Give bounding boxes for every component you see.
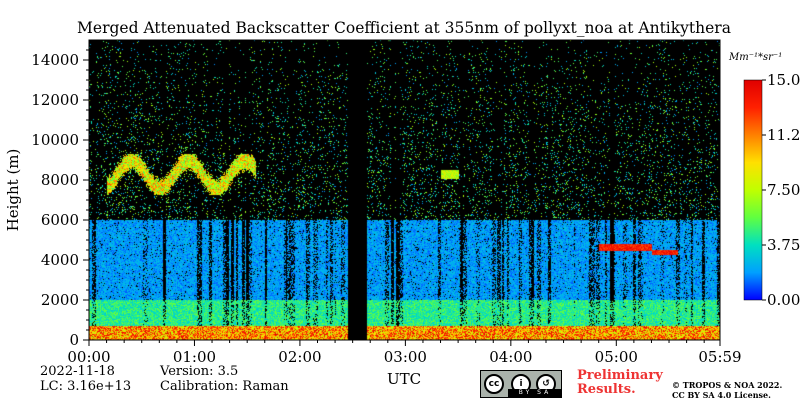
- x-tick-label: 03:00: [384, 348, 427, 366]
- y-axis-label: Height (m): [4, 149, 22, 232]
- colorbar-tick-label: 11.25: [767, 126, 800, 144]
- footer-date: 2022-11-18: [40, 364, 115, 379]
- y-tick-label: 4000: [41, 251, 79, 269]
- chart-title: Merged Attenuated Backscatter Coefficien…: [77, 19, 731, 37]
- colorbar-tick-label: 7.50: [767, 181, 800, 199]
- preliminary-line-1: Preliminary: [577, 368, 663, 383]
- x-tick-label: 00:00: [67, 348, 110, 366]
- x-axis-label: UTC: [387, 370, 421, 388]
- footer-version: Version: 3.5: [160, 364, 239, 379]
- y-tick-label: 6000: [41, 211, 79, 229]
- x-tick-label: 02:00: [278, 348, 321, 366]
- x-axis: 00:00 01:00 02:00 03:00 04:00 05:00 05:59: [67, 340, 742, 366]
- copyright-line-2: CC BY SA 4.0 License.: [672, 390, 771, 400]
- x-tick-label: 05:00: [595, 348, 638, 366]
- cc-strip-label: BY SA: [508, 389, 562, 397]
- copyright-note: © TROPOS & NOA 2022. CC BY SA 4.0 Licens…: [672, 380, 782, 400]
- y-tick-label: 8000: [41, 171, 79, 189]
- preliminary-line-2: Results.: [577, 382, 636, 397]
- colorbar-ticks: 0.00 3.75 7.50 11.25 15.00: [762, 71, 800, 309]
- cc-icon: cc: [484, 374, 504, 394]
- colorbar: [743, 79, 763, 301]
- footer-lc: LC: 3.16e+13: [40, 379, 132, 394]
- copyright-line-1: © TROPOS & NOA 2022.: [672, 380, 783, 390]
- y-axis: 0 2000 4000 6000 8000 10000 12000 14000: [31, 49, 89, 349]
- colorbar-unit-label: Mm⁻¹*sr⁻¹: [728, 52, 782, 63]
- x-tick-label: 05:59: [698, 348, 741, 366]
- y-tick-label: 14000: [31, 51, 79, 69]
- y-tick-label: 10000: [31, 131, 79, 149]
- colorbar-tick-label: 15.00: [767, 71, 800, 89]
- y-tick-label: 12000: [31, 91, 79, 109]
- colorbar-tick-label: 3.75: [767, 236, 800, 254]
- x-tick-label: 04:00: [489, 348, 532, 366]
- y-tick-label: 2000: [41, 291, 79, 309]
- heatmap-raster: [89, 40, 720, 340]
- x-tick-label: 01:00: [173, 348, 216, 366]
- cc-license-badge: cc i ↺ BY SA: [480, 370, 562, 398]
- preliminary-results-note: Preliminary Results.: [577, 369, 663, 397]
- footer-calibration: Calibration: Raman: [160, 379, 289, 394]
- heatmap-foreign: [89, 40, 720, 340]
- y-tick-label: 0: [69, 331, 79, 349]
- colorbar-tick-label: 0.00: [767, 291, 800, 309]
